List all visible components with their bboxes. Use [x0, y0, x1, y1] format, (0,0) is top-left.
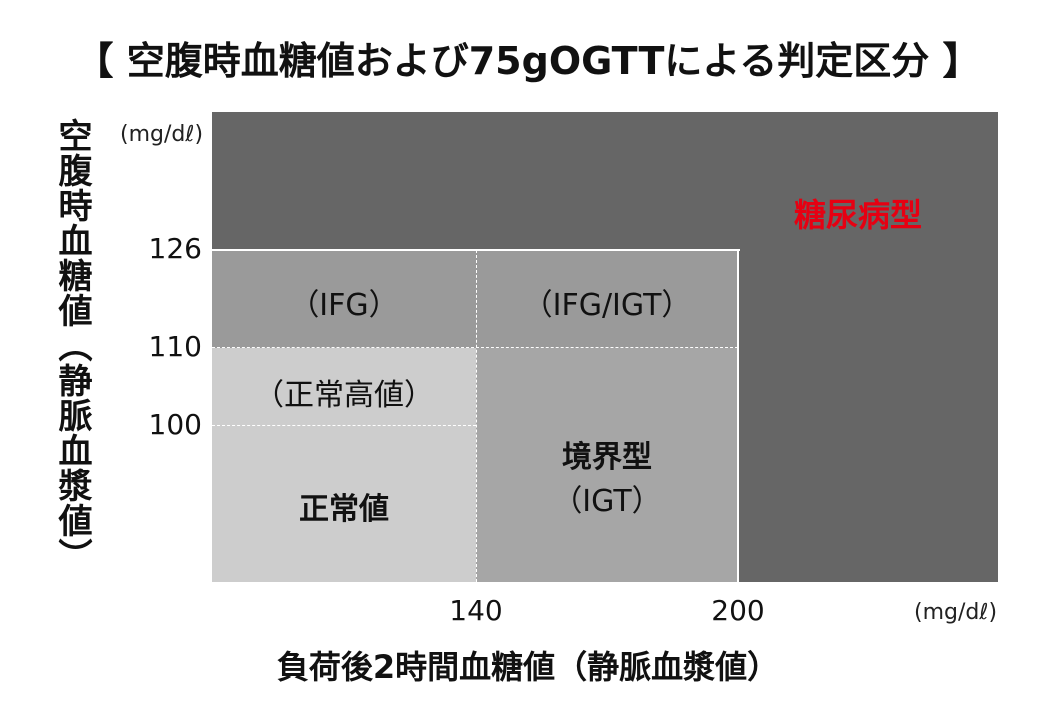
ifg-label: （IFG） — [289, 288, 399, 323]
normal-label: 正常値 — [299, 492, 389, 527]
ifg-igt-label: （IFG/IGT） — [522, 288, 692, 323]
boundary-110 — [212, 347, 738, 348]
x-axis-label: 負荷後2時間血糖値（静脈血漿値） — [276, 648, 780, 686]
diabetes-label: 糖尿病型 — [793, 196, 922, 234]
boundary-140 — [476, 250, 477, 582]
x-tick-140: 140 — [449, 594, 503, 627]
y-axis-unit: (mg/dℓ) — [120, 122, 204, 147]
igt-region — [476, 348, 738, 582]
igt-label-line2: （IGT） — [552, 484, 662, 519]
normal-region — [212, 426, 476, 582]
y-axis-label: 空腹時血糖値（静脈血漿値） — [52, 118, 92, 573]
diagram-title: 【 空腹時血糖値および75gOGTTによる判定区分 】 — [75, 39, 981, 83]
boundary-200 — [737, 249, 739, 582]
x-axis-unit: (mg/dℓ) — [914, 600, 998, 625]
ifg-igt-region — [476, 250, 738, 348]
y-tick-126: 126 — [148, 232, 202, 265]
y-tick-100: 100 — [148, 408, 202, 441]
igt-label-line1: 境界型 — [562, 440, 652, 475]
boundary-100 — [212, 425, 476, 426]
high-normal-label: （正常高値） — [254, 378, 434, 413]
y-tick-110: 110 — [148, 330, 202, 363]
x-tick-200: 200 — [711, 594, 765, 627]
high-normal-region — [212, 348, 476, 426]
ifg-region — [212, 250, 476, 348]
